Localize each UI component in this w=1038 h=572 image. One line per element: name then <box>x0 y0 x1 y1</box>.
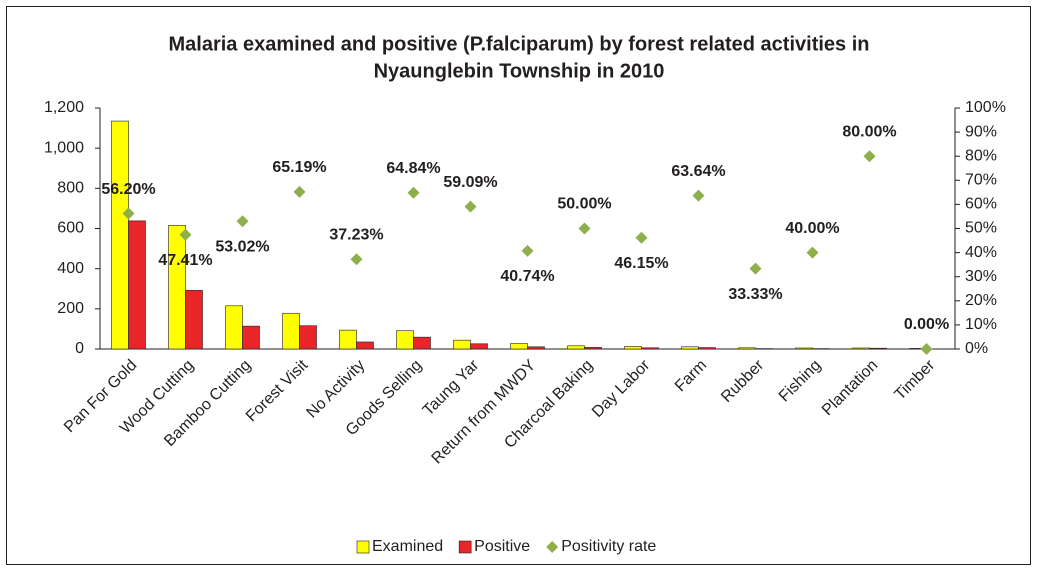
bar <box>470 343 488 350</box>
legend-label: Positive <box>474 538 530 555</box>
data-label: 56.20% <box>101 181 155 198</box>
chart-frame <box>6 6 1031 565</box>
rate-marker <box>635 231 648 244</box>
bar <box>641 347 659 350</box>
bar <box>584 347 602 350</box>
bar <box>225 305 243 350</box>
y-tick-label: 600 <box>57 220 84 237</box>
rate-marker <box>578 222 591 235</box>
data-label: 0.00% <box>904 316 949 333</box>
y2-tick-label: 50% <box>965 220 997 237</box>
rate-marker <box>293 185 306 198</box>
bar <box>527 346 545 350</box>
bar <box>567 345 585 350</box>
data-label: 80.00% <box>842 123 896 140</box>
y2-tick-label: 20% <box>965 292 997 309</box>
legend-swatch <box>356 540 370 554</box>
rate-marker <box>749 262 762 275</box>
y-tick-label: 1,200 <box>44 99 84 116</box>
data-label: 65.19% <box>272 159 326 176</box>
y2-tick-label: 100% <box>965 99 1006 116</box>
bar <box>453 339 471 350</box>
bar <box>795 347 813 350</box>
y-tick-label: 800 <box>57 180 84 197</box>
data-label: 40.74% <box>500 268 554 285</box>
legend-label: Examined <box>372 538 443 555</box>
data-label: 59.09% <box>443 174 497 191</box>
bar <box>396 330 414 350</box>
data-label: 46.15% <box>614 255 668 272</box>
y-tick-label: 400 <box>57 260 84 277</box>
rate-marker <box>521 244 534 257</box>
y2-tick-label: 60% <box>965 196 997 213</box>
bar <box>738 347 756 350</box>
data-label: 53.02% <box>215 238 269 255</box>
data-label: 50.00% <box>557 196 611 213</box>
rate-marker <box>863 150 876 163</box>
data-label: 37.23% <box>329 226 383 243</box>
bar <box>852 347 870 350</box>
y2-tick-label: 80% <box>965 147 997 164</box>
rate-marker <box>920 343 933 355</box>
bar <box>624 346 642 350</box>
legend-label: Positivity rate <box>561 538 656 555</box>
y-tick-label: 200 <box>57 300 84 317</box>
data-label: 63.64% <box>671 163 725 180</box>
y2-tick-label: 0% <box>965 340 988 357</box>
bar <box>698 347 716 350</box>
y2-tick-label: 70% <box>965 172 997 189</box>
data-label: 33.33% <box>728 286 782 303</box>
bar <box>185 290 203 350</box>
legend-swatch <box>458 540 472 554</box>
data-label: 47.41% <box>158 252 212 269</box>
legend-swatch <box>546 541 559 553</box>
bar <box>299 325 317 350</box>
bar <box>681 346 699 350</box>
bar <box>339 329 357 350</box>
chart-title: Malaria examined and positive (P.falcipa… <box>169 33 870 55</box>
rate-marker <box>692 189 705 202</box>
rate-marker <box>407 186 420 199</box>
bar <box>128 220 146 350</box>
y-tick-label: 1,000 <box>44 139 84 156</box>
rate-marker <box>179 228 192 241</box>
y2-tick-label: 90% <box>965 123 997 140</box>
bar <box>282 312 300 350</box>
y2-tick-label: 40% <box>965 244 997 261</box>
y2-tick-label: 30% <box>965 268 997 285</box>
rate-marker <box>464 200 477 213</box>
bar <box>413 336 431 350</box>
bar <box>242 325 260 350</box>
rate-marker <box>350 253 363 266</box>
bar <box>356 341 374 350</box>
bar <box>869 347 887 350</box>
chart-title: Nyaunglebin Township in 2010 <box>374 60 665 82</box>
data-label: 40.00% <box>785 220 839 237</box>
bar <box>510 343 528 350</box>
y2-tick-label: 10% <box>965 316 997 333</box>
rate-marker <box>122 207 135 220</box>
y-tick-label: 0 <box>75 340 84 357</box>
rate-marker <box>806 246 819 259</box>
bar <box>111 120 129 350</box>
rate-marker <box>236 215 249 228</box>
bar <box>168 224 186 350</box>
data-label: 64.84% <box>386 160 440 177</box>
